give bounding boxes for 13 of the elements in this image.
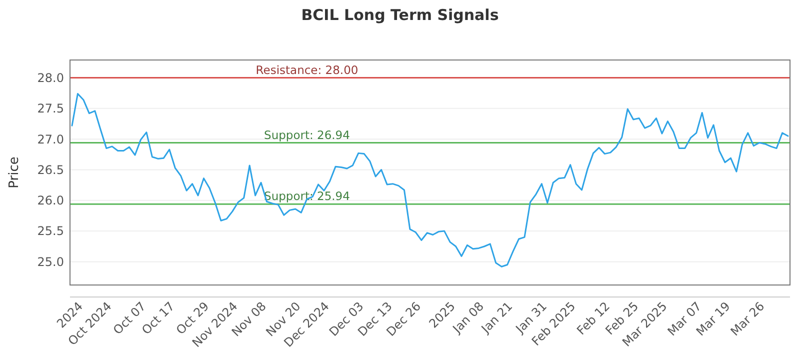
ref-line-label: Support: 26.94	[264, 128, 350, 142]
chart-title: BCIL Long Term Signals	[301, 6, 499, 24]
y-tick-label: 28.0	[37, 70, 64, 85]
y-axis-title: Price	[7, 156, 22, 188]
y-tick-label: 26.0	[37, 194, 64, 208]
line-series	[71, 92, 789, 268]
x-tick-label: Mar 26	[728, 299, 768, 339]
y-tick-label: 25.0	[37, 254, 64, 269]
y-tick-label: 26.5	[37, 162, 64, 177]
y-tick-label: 25.5	[37, 224, 64, 238]
y-tick-label: 27.0	[37, 132, 64, 146]
y-tick-label: 27.5	[37, 102, 64, 116]
ref-line-label: Resistance: 28.00	[256, 62, 358, 77]
